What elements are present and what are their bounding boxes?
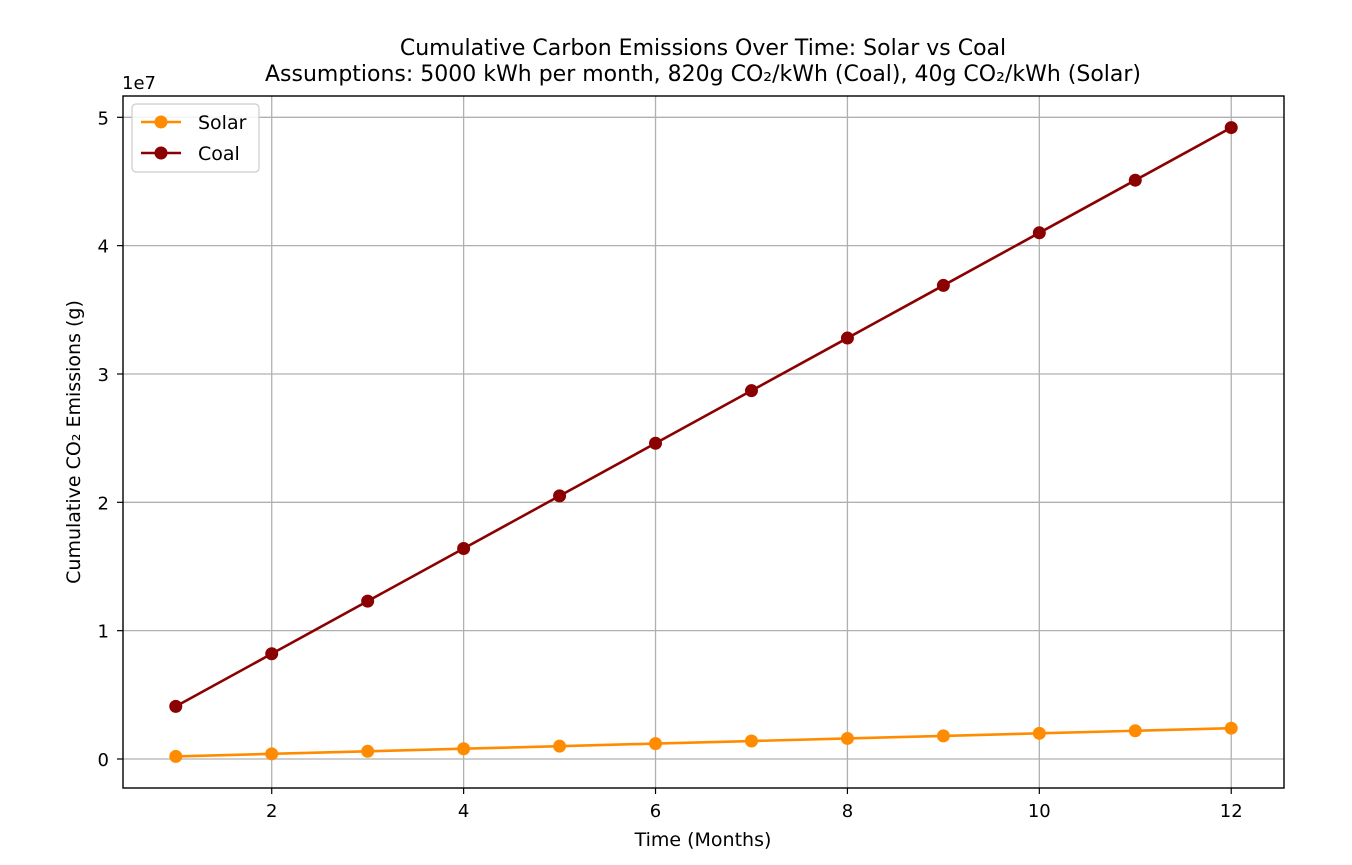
data-point-coal	[553, 489, 567, 503]
data-point-coal	[1032, 226, 1046, 240]
data-point-coal	[649, 436, 663, 450]
data-point-solar	[649, 737, 663, 751]
x-tick-label: 8	[842, 801, 853, 822]
x-tick-label: 10	[1028, 801, 1051, 822]
legend-marker-coal	[154, 146, 168, 160]
x-tick-label: 6	[650, 801, 661, 822]
data-point-solar	[265, 747, 279, 761]
chart-subtitle: Assumptions: 5000 kWh per month, 820g CO…	[265, 62, 1141, 87]
data-point-coal	[457, 542, 471, 556]
chart-title: Cumulative Carbon Emissions Over Time: S…	[400, 36, 1006, 61]
data-point-solar	[361, 744, 375, 758]
series-solar	[169, 721, 1238, 763]
x-tick-label: 12	[1220, 801, 1243, 822]
y-tick-label: 1	[98, 622, 109, 643]
axes	[122, 95, 1285, 789]
series-group	[169, 121, 1238, 763]
y-tick-label: 2	[98, 493, 109, 514]
legend-item-coal: Coal	[141, 143, 240, 165]
legend: Solar Coal	[131, 103, 260, 173]
axes-frame	[122, 95, 1285, 789]
y-axis-label: Cumulative CO₂ Emissions (g)	[63, 300, 85, 584]
data-point-solar	[1128, 724, 1142, 738]
x-tick-label: 2	[266, 801, 277, 822]
data-point-coal	[169, 699, 183, 713]
y-offset-label: 1e7	[122, 73, 156, 94]
data-point-coal	[744, 384, 758, 398]
y-tick-label: 0	[98, 750, 109, 771]
data-point-coal	[936, 278, 950, 292]
y-tick-label: 5	[98, 108, 109, 129]
legend-label-solar: Solar	[198, 112, 247, 134]
y-tick-label: 3	[98, 365, 109, 386]
data-point-coal	[361, 594, 375, 608]
data-point-solar	[553, 739, 567, 753]
y-tick-label: 4	[98, 237, 109, 258]
x-axis-label: Time (Months)	[634, 829, 772, 851]
data-point-solar	[1032, 726, 1046, 740]
data-point-coal	[840, 331, 854, 345]
x-tick-label: 4	[458, 801, 469, 822]
data-point-coal	[1224, 121, 1238, 135]
series-line-solar	[175, 726, 1232, 758]
legend-marker-solar	[154, 115, 168, 129]
data-point-solar	[1224, 721, 1238, 735]
legend-label-coal: Coal	[198, 143, 240, 165]
legend-item-solar: Solar	[141, 112, 247, 134]
data-point-coal	[265, 647, 279, 661]
data-point-solar	[840, 731, 854, 745]
data-point-solar	[936, 729, 950, 743]
series-line-coal	[175, 126, 1232, 708]
series-coal	[169, 121, 1238, 713]
data-point-coal	[1128, 173, 1142, 187]
data-point-solar	[744, 734, 758, 748]
data-point-solar	[169, 749, 183, 763]
data-point-solar	[457, 742, 471, 756]
